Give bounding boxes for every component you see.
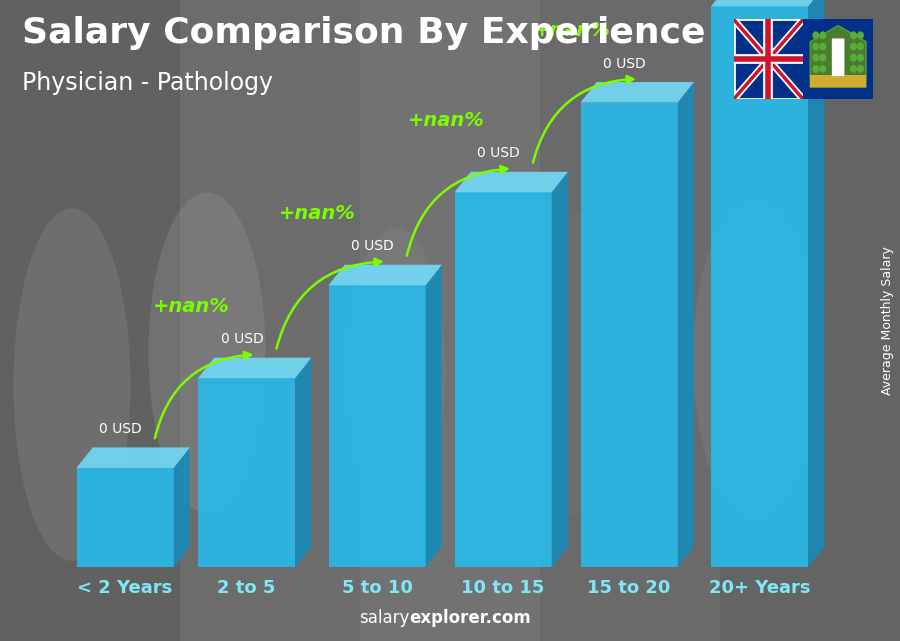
Text: 15 to 20: 15 to 20 [588, 579, 670, 597]
FancyBboxPatch shape [180, 0, 360, 641]
Circle shape [813, 65, 819, 72]
FancyBboxPatch shape [360, 0, 540, 641]
Polygon shape [198, 378, 295, 567]
Polygon shape [810, 75, 866, 87]
Circle shape [820, 54, 825, 61]
Circle shape [820, 43, 825, 50]
Circle shape [858, 32, 863, 38]
Circle shape [813, 32, 819, 38]
FancyBboxPatch shape [0, 0, 180, 641]
Polygon shape [711, 6, 808, 567]
Text: Salary Comparison By Experience: Salary Comparison By Experience [22, 16, 706, 50]
Text: 5 to 10: 5 to 10 [342, 579, 412, 597]
Circle shape [813, 54, 819, 61]
FancyBboxPatch shape [720, 0, 900, 641]
Text: +nan%: +nan% [408, 111, 484, 130]
Polygon shape [328, 265, 442, 285]
Text: Physician - Pathology: Physician - Pathology [22, 71, 274, 94]
Text: +nan%: +nan% [534, 21, 610, 40]
Polygon shape [426, 265, 442, 567]
Ellipse shape [693, 199, 819, 519]
Polygon shape [678, 82, 694, 567]
Ellipse shape [526, 212, 644, 519]
FancyBboxPatch shape [803, 19, 873, 99]
Polygon shape [174, 447, 190, 567]
Text: +nan%: +nan% [279, 204, 356, 223]
Text: explorer.com: explorer.com [410, 609, 531, 627]
Text: Average Monthly Salary: Average Monthly Salary [881, 246, 894, 395]
Polygon shape [76, 447, 190, 468]
Circle shape [850, 32, 856, 38]
Text: 0 USD: 0 USD [220, 332, 264, 346]
Text: 0 USD: 0 USD [351, 239, 394, 253]
Text: 0 USD: 0 USD [603, 56, 646, 71]
Polygon shape [810, 26, 866, 87]
FancyBboxPatch shape [734, 19, 873, 99]
Text: < 2 Years: < 2 Years [77, 579, 173, 597]
Polygon shape [808, 0, 824, 567]
Circle shape [850, 65, 856, 72]
Polygon shape [198, 358, 311, 378]
Ellipse shape [148, 192, 266, 513]
Circle shape [850, 43, 856, 50]
Polygon shape [580, 82, 694, 103]
Text: 2 to 5: 2 to 5 [218, 579, 275, 597]
Polygon shape [295, 358, 311, 567]
Polygon shape [711, 0, 824, 6]
Polygon shape [454, 172, 568, 192]
Circle shape [820, 65, 825, 72]
Text: salary: salary [359, 609, 410, 627]
Polygon shape [76, 468, 174, 567]
Circle shape [858, 54, 863, 61]
Polygon shape [552, 172, 568, 567]
Circle shape [850, 54, 856, 61]
Polygon shape [328, 285, 426, 567]
Ellipse shape [14, 208, 130, 561]
Text: 0 USD: 0 USD [477, 146, 520, 160]
Circle shape [858, 43, 863, 50]
FancyBboxPatch shape [540, 0, 720, 641]
Polygon shape [454, 192, 552, 567]
Text: +nan%: +nan% [153, 297, 230, 316]
Circle shape [813, 43, 819, 50]
Text: 10 to 15: 10 to 15 [462, 579, 544, 597]
Circle shape [820, 32, 825, 38]
Polygon shape [580, 103, 678, 567]
Circle shape [858, 65, 863, 72]
Ellipse shape [346, 228, 446, 516]
Text: 0 USD: 0 USD [99, 422, 142, 436]
Text: 20+ Years: 20+ Years [709, 579, 810, 597]
FancyBboxPatch shape [832, 38, 844, 76]
